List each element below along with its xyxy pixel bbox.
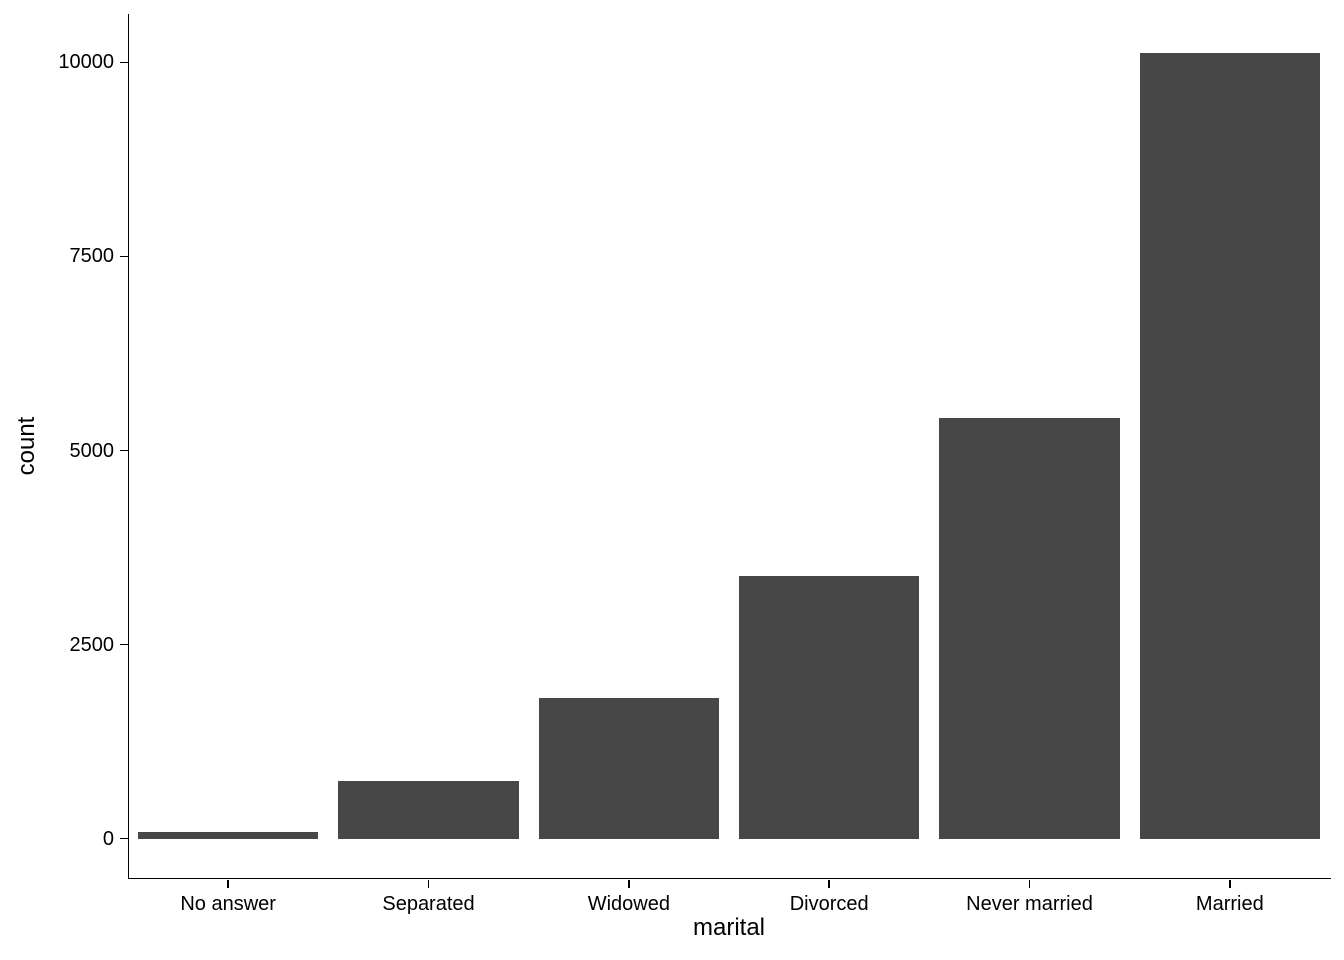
x-tick-label: Never married bbox=[966, 893, 1093, 915]
y-tick-label: 0 bbox=[102, 827, 114, 850]
y-tick-label: 7500 bbox=[69, 245, 115, 268]
y-tick-label: 5000 bbox=[69, 439, 115, 462]
y-tick-mark bbox=[120, 643, 128, 646]
x-axis-title: marital bbox=[692, 914, 766, 941]
bar-divorced bbox=[739, 576, 920, 839]
bar-widowed bbox=[538, 698, 719, 839]
bar-no-answer bbox=[138, 831, 319, 839]
y-tick-mark bbox=[120, 837, 128, 840]
y-tick-mark bbox=[120, 61, 128, 64]
x-tick-label: Widowed bbox=[587, 893, 670, 915]
bar-separated bbox=[338, 781, 519, 839]
x-tick-label: Divorced bbox=[789, 893, 869, 915]
y-axis-title: count bbox=[13, 416, 40, 476]
x-tick-label: No answer bbox=[180, 893, 276, 915]
y-tick-mark bbox=[120, 449, 128, 452]
x-tick-mark bbox=[828, 879, 830, 888]
x-tick-mark bbox=[1229, 879, 1231, 888]
bar-married bbox=[1139, 53, 1320, 839]
y-tick-label: 2500 bbox=[69, 633, 115, 656]
y-tick-mark bbox=[120, 255, 128, 258]
x-tick-mark bbox=[427, 879, 430, 888]
x-tick-label: Separated bbox=[382, 893, 475, 915]
plot-panel bbox=[128, 14, 1331, 879]
x-tick-label: Married bbox=[1195, 893, 1264, 915]
x-tick-mark bbox=[1028, 879, 1031, 888]
y-tick-label: 10000 bbox=[58, 51, 114, 74]
bar-never-married bbox=[939, 418, 1120, 839]
x-tick-mark bbox=[227, 879, 229, 888]
x-tick-mark bbox=[628, 879, 630, 888]
